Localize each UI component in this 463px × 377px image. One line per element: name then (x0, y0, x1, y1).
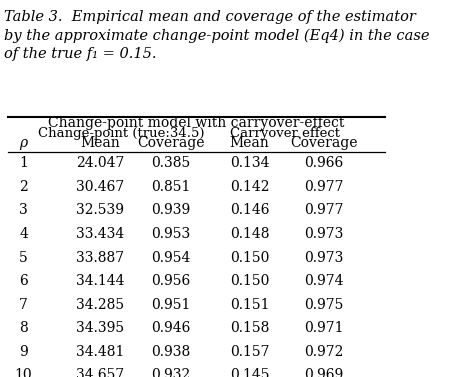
Text: 0.150: 0.150 (230, 251, 269, 265)
Text: 5: 5 (19, 251, 28, 265)
Text: Carryover effect: Carryover effect (230, 127, 340, 140)
Text: 6: 6 (19, 274, 28, 288)
Text: 2: 2 (19, 180, 28, 194)
Text: 34.657: 34.657 (76, 368, 124, 377)
Text: 1: 1 (19, 156, 28, 170)
Text: 0.148: 0.148 (230, 227, 269, 241)
Text: 0.972: 0.972 (304, 345, 344, 359)
Text: 0.146: 0.146 (230, 204, 269, 218)
Text: 0.977: 0.977 (304, 180, 344, 194)
Text: 0.851: 0.851 (151, 180, 191, 194)
Text: 24.047: 24.047 (76, 156, 125, 170)
Text: 0.966: 0.966 (304, 156, 344, 170)
Text: Table 3.  Empirical mean and coverage of the estimator
by the approximate change: Table 3. Empirical mean and coverage of … (4, 10, 429, 61)
Text: Coverage: Coverage (137, 136, 205, 150)
Text: 33.887: 33.887 (76, 251, 124, 265)
Text: Mean: Mean (230, 136, 269, 150)
Text: 7: 7 (19, 298, 28, 312)
Text: 0.977: 0.977 (304, 204, 344, 218)
Text: 0.954: 0.954 (151, 251, 191, 265)
Text: 0.973: 0.973 (304, 227, 344, 241)
Text: 0.142: 0.142 (230, 180, 269, 194)
Text: 0.385: 0.385 (151, 156, 190, 170)
Text: 32.539: 32.539 (76, 204, 124, 218)
Text: 9: 9 (19, 345, 28, 359)
Text: 0.973: 0.973 (304, 251, 344, 265)
Text: 34.285: 34.285 (76, 298, 124, 312)
Text: 0.951: 0.951 (151, 298, 191, 312)
Text: Coverage: Coverage (290, 136, 358, 150)
Text: 0.956: 0.956 (151, 274, 190, 288)
Text: 0.971: 0.971 (304, 321, 344, 335)
Text: 34.144: 34.144 (76, 274, 125, 288)
Text: 0.974: 0.974 (304, 274, 344, 288)
Text: 3: 3 (19, 204, 28, 218)
Text: 0.145: 0.145 (230, 368, 269, 377)
Text: 0.134: 0.134 (230, 156, 269, 170)
Text: 0.932: 0.932 (151, 368, 190, 377)
Text: 0.969: 0.969 (304, 368, 344, 377)
Text: 34.395: 34.395 (76, 321, 124, 335)
Text: Change-point (true:34.5): Change-point (true:34.5) (38, 127, 205, 140)
Text: 0.938: 0.938 (151, 345, 190, 359)
Text: 8: 8 (19, 321, 28, 335)
Text: 0.953: 0.953 (151, 227, 190, 241)
Text: ρ: ρ (19, 136, 28, 150)
Text: 0.975: 0.975 (304, 298, 344, 312)
Text: 30.467: 30.467 (76, 180, 124, 194)
Text: 0.151: 0.151 (230, 298, 269, 312)
Text: 0.946: 0.946 (151, 321, 191, 335)
Text: 0.150: 0.150 (230, 274, 269, 288)
Text: 33.434: 33.434 (76, 227, 124, 241)
Text: Change-point model with carryover-effect: Change-point model with carryover-effect (48, 116, 344, 130)
Text: 10: 10 (15, 368, 32, 377)
Text: 0.939: 0.939 (151, 204, 190, 218)
Text: 4: 4 (19, 227, 28, 241)
Text: 0.157: 0.157 (230, 345, 269, 359)
Text: 0.158: 0.158 (230, 321, 269, 335)
Text: 34.481: 34.481 (76, 345, 125, 359)
Text: Mean: Mean (80, 136, 120, 150)
